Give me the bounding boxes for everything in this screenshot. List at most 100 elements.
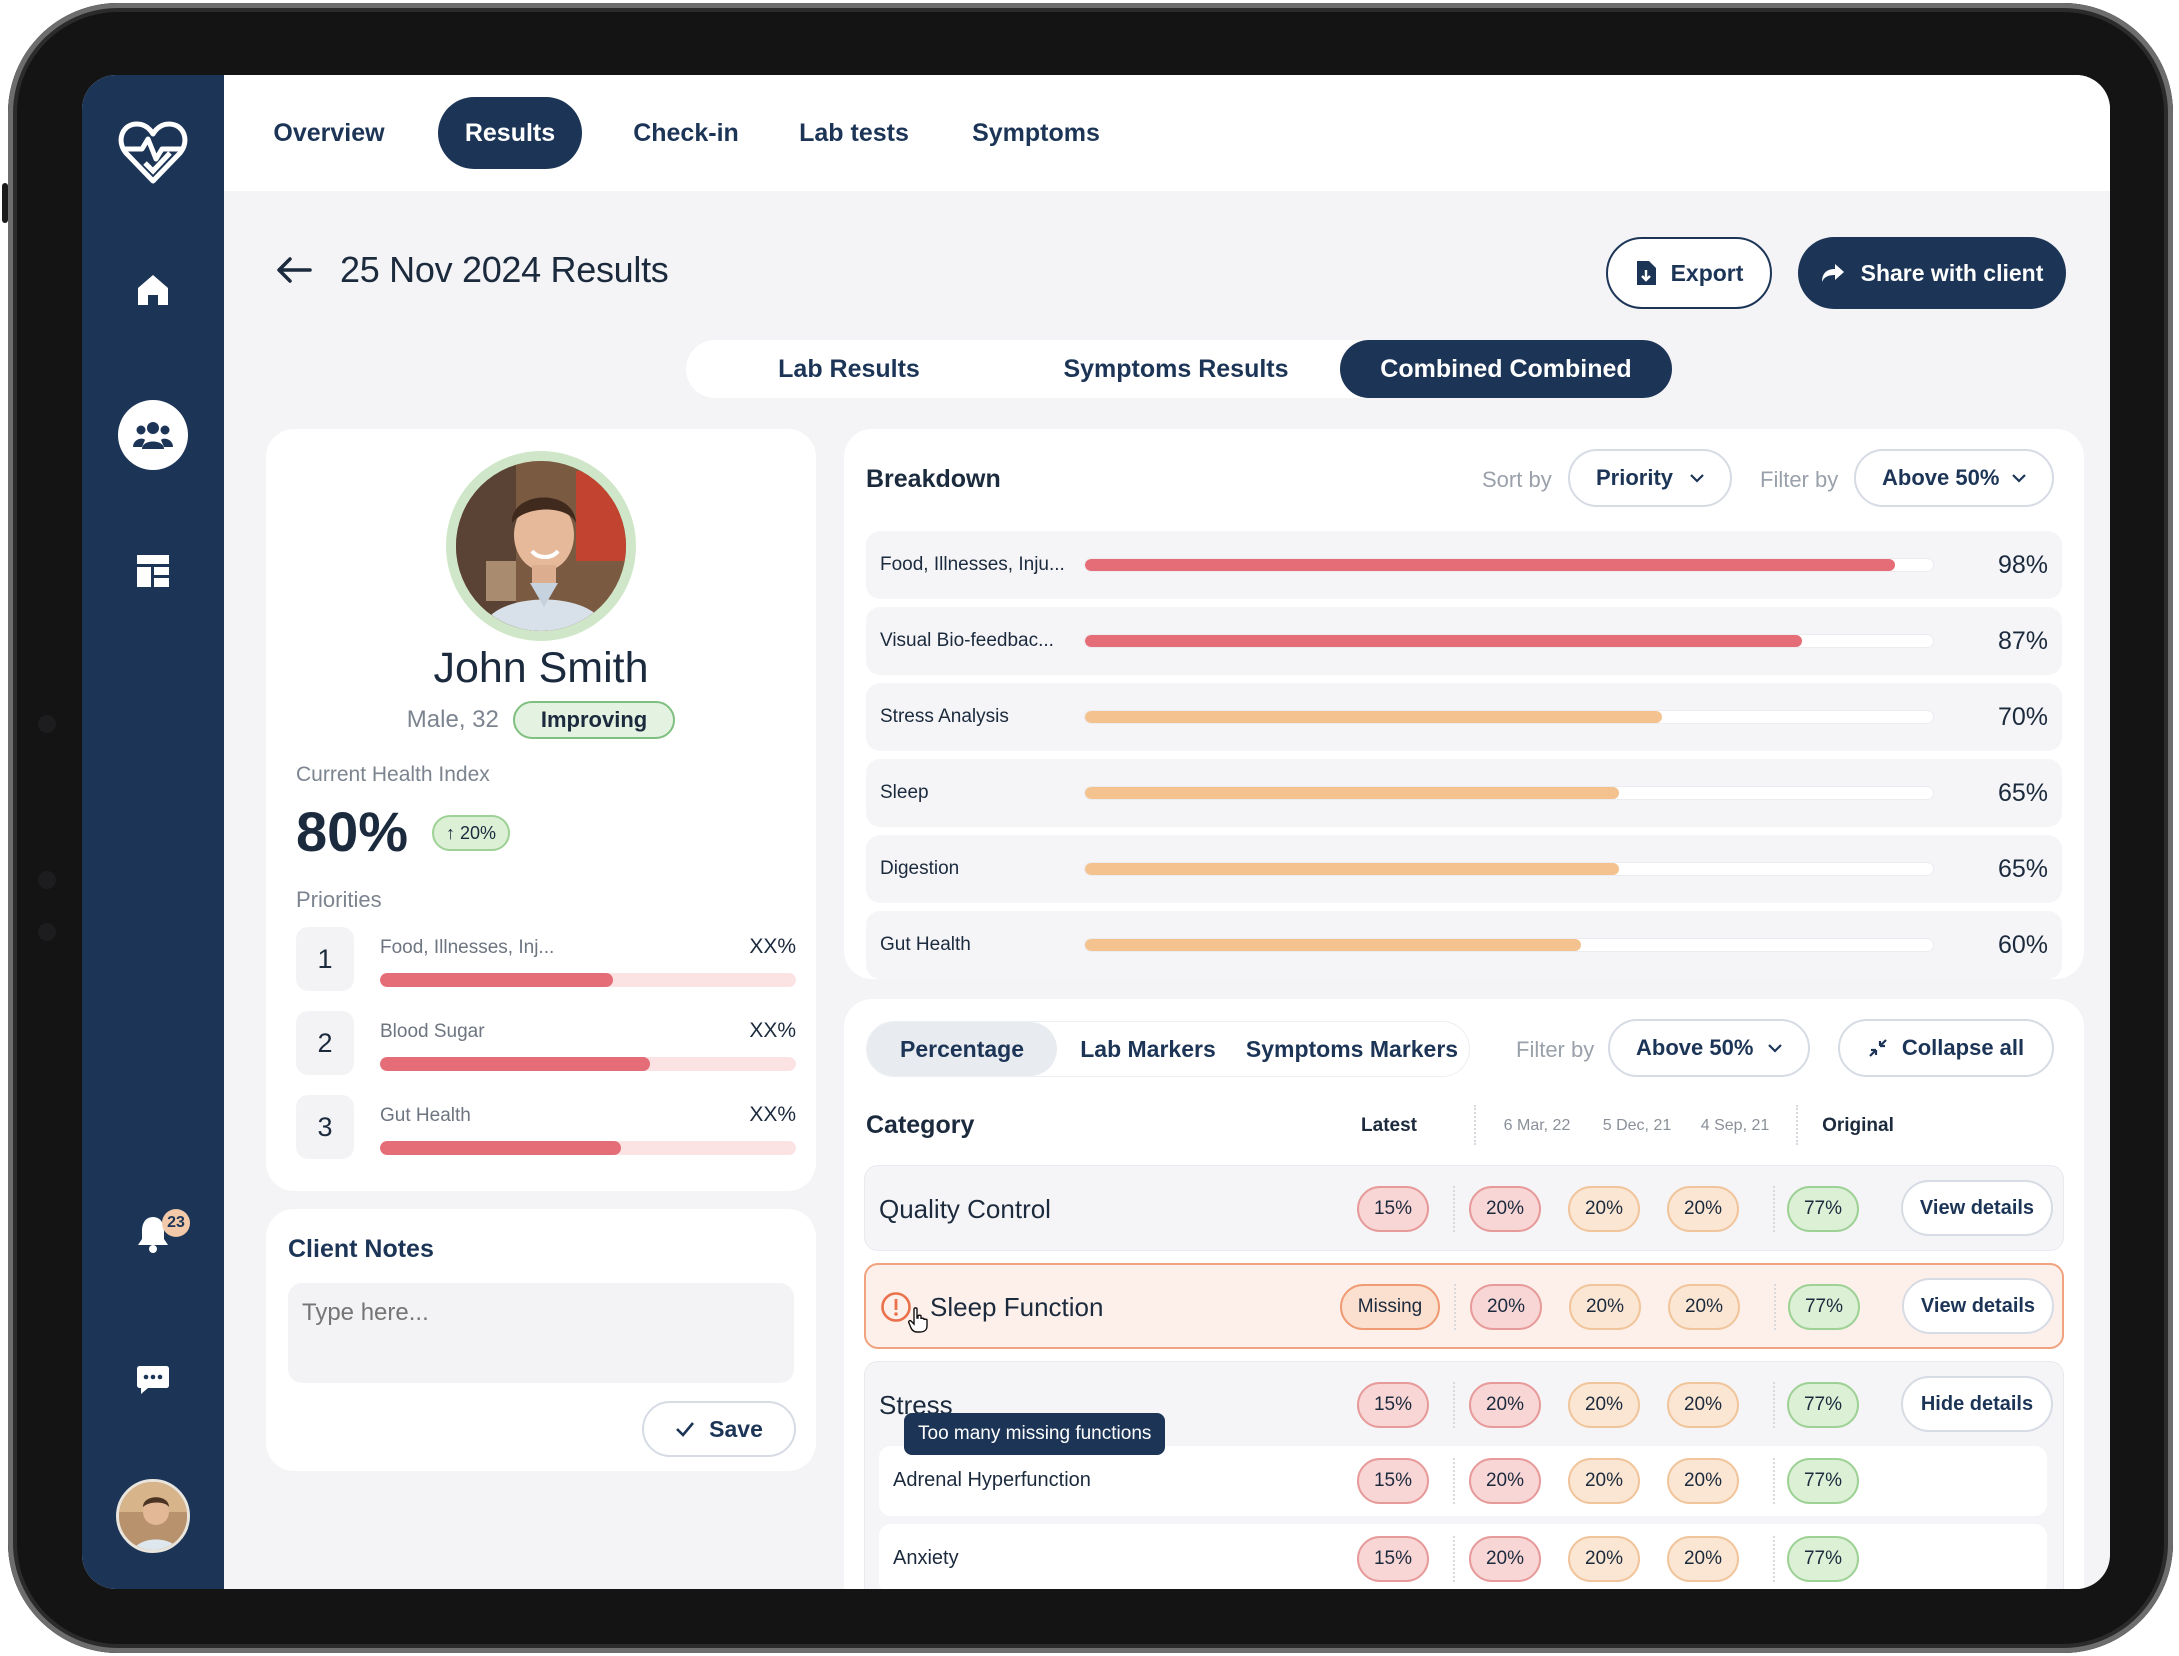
sub-category-row[interactable]: Adrenal Hyperfunction 15% 20% 20% 20% 77… — [879, 1446, 2047, 1516]
table-filter-value: Above 50% — [1636, 1035, 1754, 1060]
sort-by-label: Sort by — [1482, 467, 1552, 492]
export-label: Export — [1670, 259, 1744, 286]
breakdown-bar-fill — [1085, 939, 1582, 951]
tab-symptoms-results[interactable]: Symptoms Results — [1063, 354, 1289, 383]
latest-value-pill: 15% — [1357, 1536, 1429, 1582]
priority-number: 2 — [296, 1011, 354, 1075]
tab-results[interactable]: Results — [438, 97, 582, 169]
category-table-card: Percentage Lab Markers Symptoms Markers … — [844, 999, 2084, 1589]
tab-symptoms-markers[interactable]: Symptoms Markers — [1245, 1035, 1459, 1062]
tab-symptoms[interactable]: Symptoms — [972, 118, 1100, 147]
breakdown-title: Breakdown — [866, 465, 1001, 493]
client-portrait-image — [456, 461, 626, 631]
view-details-button[interactable]: View details — [1901, 1180, 2053, 1236]
sub-category-name: Anxiety — [893, 1547, 959, 1569]
save-button[interactable]: Save — [642, 1401, 796, 1457]
breakdown-bar — [1084, 862, 1934, 876]
client-demographics: Male, 32 — [406, 706, 499, 733]
latest-value-pill: 15% — [1357, 1382, 1429, 1428]
view-details-button[interactable]: View details — [1902, 1278, 2054, 1334]
column-divider — [1773, 1536, 1775, 1582]
missing-functions-tooltip: Too many missing functions — [904, 1413, 1166, 1455]
breakdown-row[interactable]: Food, Illnesses, Inju... 98% — [866, 531, 2062, 599]
original-value-pill: 77% — [1787, 1382, 1859, 1428]
table-filter-dropdown[interactable]: Above 50% — [1608, 1019, 1810, 1077]
breakdown-value: 70% — [1997, 702, 2048, 731]
breakdown-bar — [1084, 786, 1934, 800]
priority-row[interactable]: 1 Food, Illnesses, Inj... XX% — [296, 927, 796, 991]
original-value-pill: 77% — [1787, 1458, 1859, 1504]
breakdown-row[interactable]: Gut Health 60% — [866, 911, 2062, 979]
table-filter-label: Filter by — [1516, 1037, 1595, 1062]
column-divider — [1453, 1458, 1455, 1504]
breakdown-bar-fill — [1085, 711, 1662, 723]
column-divider — [1453, 1382, 1455, 1428]
collapse-all-button[interactable]: Collapse all — [1838, 1019, 2054, 1077]
history-value-pill: 20% — [1469, 1382, 1541, 1428]
priorities-label: Priorities — [296, 887, 382, 912]
health-index-label: Current Health Index — [296, 763, 490, 786]
breakdown-label: Gut Health — [880, 934, 971, 955]
dashboard-icon[interactable] — [82, 555, 224, 587]
sensor — [38, 715, 56, 733]
hide-details-button[interactable]: Hide details — [1901, 1376, 2053, 1432]
priority-number: 1 — [296, 927, 354, 991]
notes-textarea[interactable] — [288, 1283, 794, 1383]
sort-dropdown[interactable]: Priority — [1568, 449, 1732, 507]
breakdown-value: 65% — [1997, 854, 2048, 883]
breakdown-bar-fill — [1085, 787, 1620, 799]
priority-row[interactable]: 3 Gut Health XX% — [296, 1095, 796, 1159]
tab-check-in[interactable]: Check-in — [633, 118, 739, 147]
latest-value-pill: 15% — [1357, 1458, 1429, 1504]
priority-label: Gut Health — [380, 1105, 471, 1126]
original-value-pill: 77% — [1788, 1284, 1860, 1330]
breakdown-label: Food, Illnesses, Inju... — [880, 554, 1065, 575]
history-value-pill: 20% — [1568, 1458, 1640, 1504]
priority-label: Blood Sugar — [380, 1021, 485, 1042]
tab-lab-markers[interactable]: Lab Markers — [1080, 1035, 1216, 1062]
breakdown-row[interactable]: Digestion 65% — [866, 835, 2062, 903]
tab-lab-results[interactable]: Lab Results — [778, 354, 920, 383]
chat-icon[interactable] — [82, 1365, 224, 1395]
tab-lab-tests[interactable]: Lab tests — [799, 118, 909, 147]
export-button[interactable]: Export — [1606, 237, 1772, 309]
column-divider — [1773, 1382, 1775, 1428]
column-divider — [1454, 1284, 1456, 1330]
priority-number: 3 — [296, 1095, 354, 1159]
back-arrow-icon[interactable] — [276, 256, 312, 284]
category-row-warning[interactable]: Sleep Function Missing 20% 20% 20% 77% V… — [864, 1263, 2064, 1349]
column-divider — [1453, 1186, 1455, 1232]
priority-bar-fill — [380, 1141, 622, 1155]
missing-value-pill: Missing — [1340, 1284, 1440, 1330]
category-row-expanded[interactable]: Stress 15% 20% 20% 20% 77% Hide details … — [864, 1361, 2064, 1589]
tab-combined[interactable]: Combined Combined — [1340, 340, 1672, 398]
heart-logo-icon[interactable] — [82, 119, 224, 185]
sub-category-row[interactable]: Anxiety 15% 20% 20% 20% 77% — [879, 1524, 2047, 1589]
client-meta-row: Male, 32 Improving — [266, 701, 816, 739]
history-value-pill: 20% — [1569, 1284, 1641, 1330]
tab-overview[interactable]: Overview — [273, 118, 385, 147]
sensor — [38, 871, 56, 889]
notifications-button[interactable]: 23 — [82, 1209, 224, 1259]
breakdown-value: 65% — [1997, 778, 2048, 807]
original-value-pill: 77% — [1787, 1186, 1859, 1232]
share-with-client-button[interactable]: Share with client — [1798, 237, 2066, 309]
breakdown-row[interactable]: Visual Bio-feedbac... 87% — [866, 607, 2062, 675]
clients-nav-item[interactable] — [82, 400, 224, 470]
category-row[interactable]: Quality Control 15% 20% 20% 20% 77% View… — [864, 1165, 2064, 1251]
sidebar: 23 — [82, 75, 224, 1589]
breakdown-row[interactable]: Stress Analysis 70% — [866, 683, 2062, 751]
client-profile-card: John Smith Male, 32 Improving Current He… — [266, 429, 816, 1191]
priority-bar — [380, 973, 796, 987]
priority-row[interactable]: 2 Blood Sugar XX% — [296, 1011, 796, 1075]
breakdown-row[interactable]: Sleep 65% — [866, 759, 2062, 827]
notes-title: Client Notes — [288, 1235, 434, 1263]
home-icon[interactable] — [82, 273, 224, 307]
user-avatar[interactable] — [82, 1479, 224, 1553]
tab-percentage[interactable]: Percentage — [867, 1022, 1057, 1076]
breakdown-bar-fill — [1085, 559, 1895, 571]
filter-dropdown[interactable]: Above 50% — [1854, 449, 2054, 507]
change-label: ↑ 20% — [432, 815, 511, 851]
priority-label: Food, Illnesses, Inj... — [380, 937, 555, 958]
warning-icon[interactable] — [880, 1291, 912, 1323]
